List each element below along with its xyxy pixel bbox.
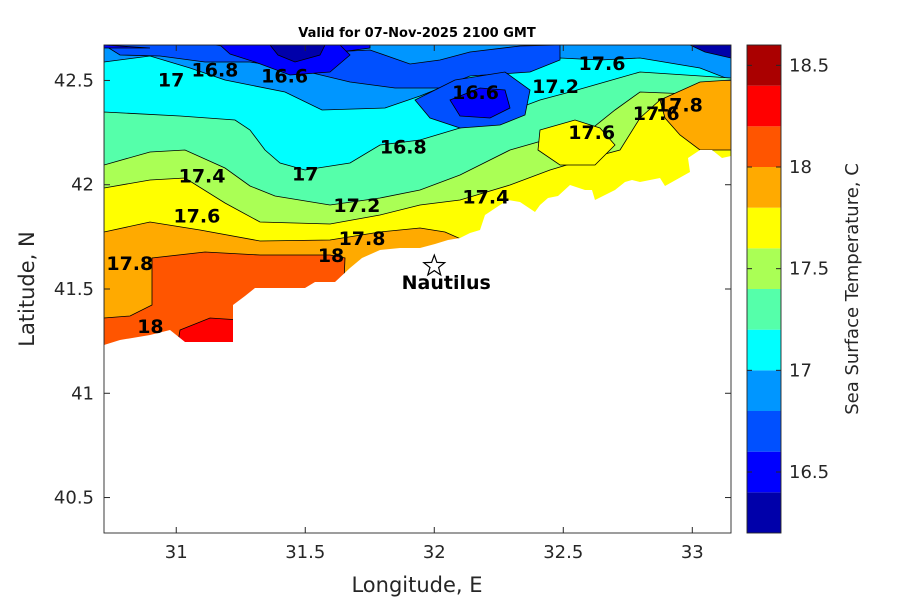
contour-label: 16.8 <box>380 136 427 158</box>
x-tick-label: 32.5 <box>543 542 583 563</box>
x-tick-label: 31.5 <box>285 542 325 563</box>
y-tick-label: 41.5 <box>54 279 94 300</box>
colorbar-segment <box>747 248 781 289</box>
colorbar-segment <box>747 492 781 533</box>
contour-label: 16.6 <box>261 66 308 88</box>
contour-label: 17.2 <box>532 76 579 98</box>
sst-band-17_8-18-east <box>659 79 731 151</box>
colorbar-segment <box>747 329 781 371</box>
y-axis-label: Latitude, N <box>15 231 39 347</box>
colorbar-segment <box>747 451 781 493</box>
contour-label: 16.6 <box>452 82 499 104</box>
colorbar-tick-label: 17 <box>789 360 812 381</box>
station-label: Nautilus <box>402 272 491 294</box>
contour-label: 17.6 <box>579 53 626 75</box>
sst-band-16_4-16_6-east <box>449 87 511 119</box>
colorbar-tick-label: 17.5 <box>789 259 829 280</box>
colorbar-segment <box>747 45 781 86</box>
contour-label: 17.2 <box>333 195 380 217</box>
sst-band-16_4-16_6-ne <box>689 45 731 59</box>
y-tick-label: 42.5 <box>54 70 94 91</box>
colorbar-segment <box>747 411 781 452</box>
colorbar-tick-label: 18.5 <box>789 55 829 76</box>
contour-label: 17.4 <box>179 166 226 188</box>
contour-label: 17.8 <box>656 95 703 117</box>
station-star-icon <box>422 253 447 277</box>
sst-band-17_6-17_8-east-patch <box>537 119 616 166</box>
contour-label: 17.8 <box>339 228 386 250</box>
contour-map <box>104 45 731 533</box>
sst-band-16_2-16_4 <box>269 45 326 63</box>
x-tick-label: 32 <box>423 542 446 563</box>
contour-label: 17.8 <box>106 253 153 275</box>
contour-labels: 17 16.8 16.616.617.617.217.817.616.817.617… <box>106 53 702 338</box>
colorbar-segment <box>747 207 781 249</box>
land-mask <box>104 150 731 533</box>
x-axis-label: Longitude, E <box>351 573 482 597</box>
colorbar-segment <box>747 167 781 208</box>
chart-title: Valid for 07-Nov-2025 2100 GMT <box>298 26 536 41</box>
station-marker: Nautilus <box>402 253 491 294</box>
contour-label: 17 <box>292 164 318 186</box>
x-tick-label: 33 <box>681 542 704 563</box>
contour-label: 17.6 <box>633 103 680 125</box>
axis-ticks: 31 31.5 32 32.5 33 40.5 41 41.5 42 42.5 <box>54 45 731 563</box>
x-tick-label: 31 <box>165 542 188 563</box>
contour-label: 16.8 <box>192 59 239 81</box>
contour-label: 18 <box>318 245 344 267</box>
y-tick-label: 42 <box>71 175 94 196</box>
colorbar-segment <box>747 289 781 330</box>
colorbar-segment <box>747 85 781 127</box>
contour-label: 17.6 <box>173 205 220 227</box>
colorbar-segment <box>747 370 781 411</box>
contour-label: 18 <box>137 316 163 338</box>
contour-label: 17.4 <box>462 186 509 208</box>
colorbar: 16.5 17 17.5 18 18.5 <box>747 45 829 533</box>
colorbar-frame <box>746 44 782 534</box>
colorbar-label: Sea Surface Temperature, C <box>842 163 863 415</box>
colorbar-segment <box>747 126 781 167</box>
colorbar-tick-label: 18 <box>789 157 812 178</box>
contour-label: 17.6 <box>568 122 615 144</box>
y-tick-label: 41 <box>71 383 94 404</box>
contour-label: 17 <box>158 70 184 92</box>
colorbar-tick-label: 16.5 <box>789 462 829 483</box>
y-tick-label: 40.5 <box>54 488 94 509</box>
